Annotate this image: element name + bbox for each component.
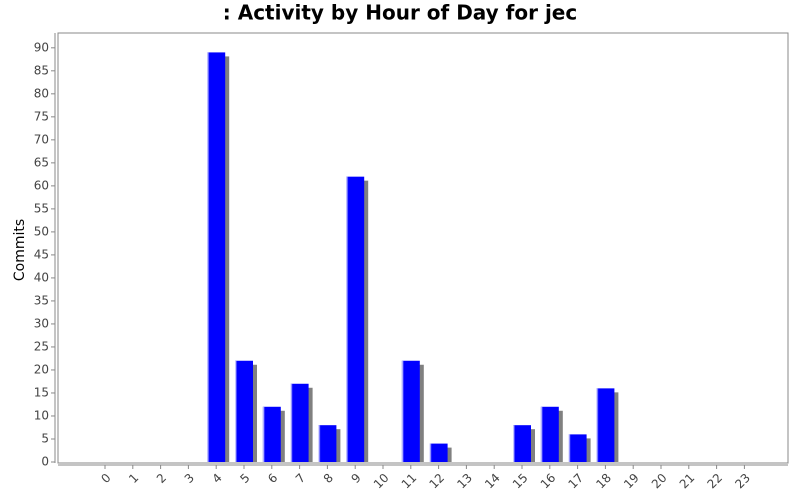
y-tick-label: 10 (34, 408, 49, 422)
bar-highlight (262, 406, 281, 462)
y-tick-label: 5 (41, 431, 49, 445)
y-axis-label: Commits (12, 219, 28, 281)
bar-highlight (513, 425, 531, 462)
y-tick-label: 25 (34, 339, 49, 353)
bar-highlight (318, 425, 337, 462)
bar-highlight (207, 52, 226, 463)
y-tick-label: 40 (34, 270, 49, 284)
bar-highlight (401, 360, 420, 462)
y-tick-label: 90 (34, 40, 49, 54)
bar-highlight (540, 406, 559, 462)
bar-highlight (429, 443, 448, 462)
bar-highlight (235, 360, 253, 462)
y-tick-label: 70 (34, 132, 49, 146)
bar-highlight (346, 176, 365, 462)
y-tick-label: 0 (41, 455, 49, 469)
y-tick-label: 60 (34, 178, 49, 192)
bar-highlight (568, 434, 587, 462)
y-tick-label: 55 (34, 201, 49, 215)
y-tick-label: 85 (34, 63, 49, 77)
y-tick-label: 35 (34, 293, 49, 307)
y-tick-label: 15 (34, 385, 49, 399)
bar-highlight (290, 383, 309, 462)
bar-highlight (596, 388, 615, 462)
y-tick-label: 65 (34, 155, 49, 169)
y-tick-label: 20 (34, 362, 49, 376)
y-tick-label: 45 (34, 247, 49, 261)
y-tick-label: 30 (34, 316, 49, 330)
y-tick-label: 50 (34, 224, 49, 238)
y-tick-label: 75 (34, 109, 49, 123)
y-tick-label: 80 (34, 86, 49, 100)
chart-title: : Activity by Hour of Day for jec (223, 1, 577, 25)
